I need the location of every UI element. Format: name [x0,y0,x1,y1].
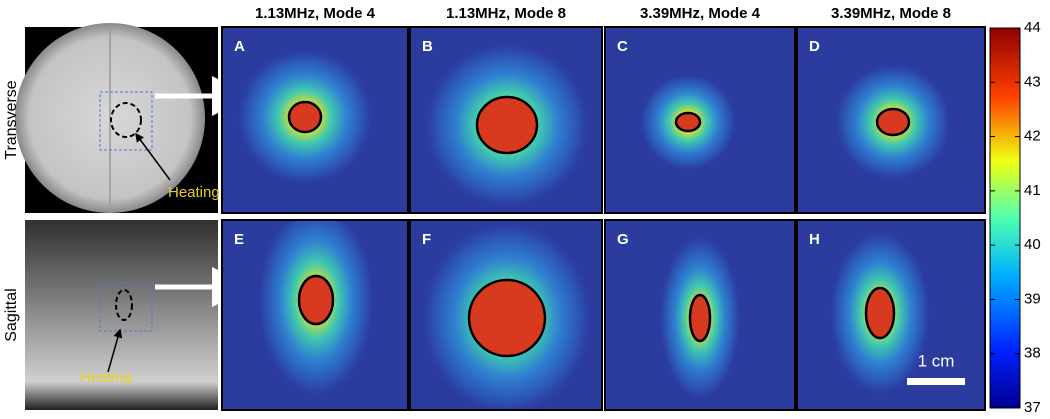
panel-letter: H [809,231,820,248]
tick-label: 43 [1024,73,1041,90]
tick-label: 41 [1024,182,1041,199]
heat-core [297,274,335,326]
panel-border [221,219,409,411]
panel-border [796,26,986,214]
scale-label: 1 cm [918,351,955,370]
heat-core [688,293,712,343]
sagittal-image [25,220,218,410]
panel-letter: A [234,38,245,55]
tick-label: 38 [1024,345,1041,362]
roi-ellipse [115,289,133,321]
row-label: Sagittal [3,288,20,341]
panel-border [221,26,409,214]
column-title: 3.39MHz, Mode 8 [831,5,951,22]
roi-ellipse [110,102,142,138]
pointer [107,328,123,373]
heat-core [467,278,547,358]
tick-label: 42 [1024,128,1041,145]
panel-letter: G [617,231,629,248]
panel-letter: F [422,231,431,248]
panel-border [796,219,986,411]
column-title: 1.13MHz, Mode 8 [446,5,566,22]
scale-bar [907,378,965,385]
pointer [135,132,171,181]
tick-label: 44 [1024,19,1041,36]
heat-core [875,107,911,137]
column-title: 1.13MHz, Mode 4 [255,5,376,22]
panel-letter: E [234,231,244,248]
heat-core [864,286,896,340]
heat-core [475,95,539,155]
panel-border [604,26,796,214]
heating-label: Heating [80,369,132,386]
tick-label: 40 [1024,236,1041,253]
colorbar [989,27,1021,409]
panel-letter: D [809,38,820,55]
roi-box [99,282,153,332]
tick-label: 39 [1024,290,1041,307]
heating-label: Heating [168,184,220,201]
heat-core [674,111,702,133]
roi-box [99,91,153,151]
row-label: Transverse [3,80,20,160]
panel-letter: C [617,38,628,55]
column-title: 3.39MHz, Mode 4 [640,5,761,22]
tick-label: 37 [1024,399,1041,416]
heat-core [287,100,323,134]
panel-letter: B [422,38,433,55]
panel-border [409,219,603,411]
panel-border [604,219,796,411]
panel-border [409,26,603,214]
